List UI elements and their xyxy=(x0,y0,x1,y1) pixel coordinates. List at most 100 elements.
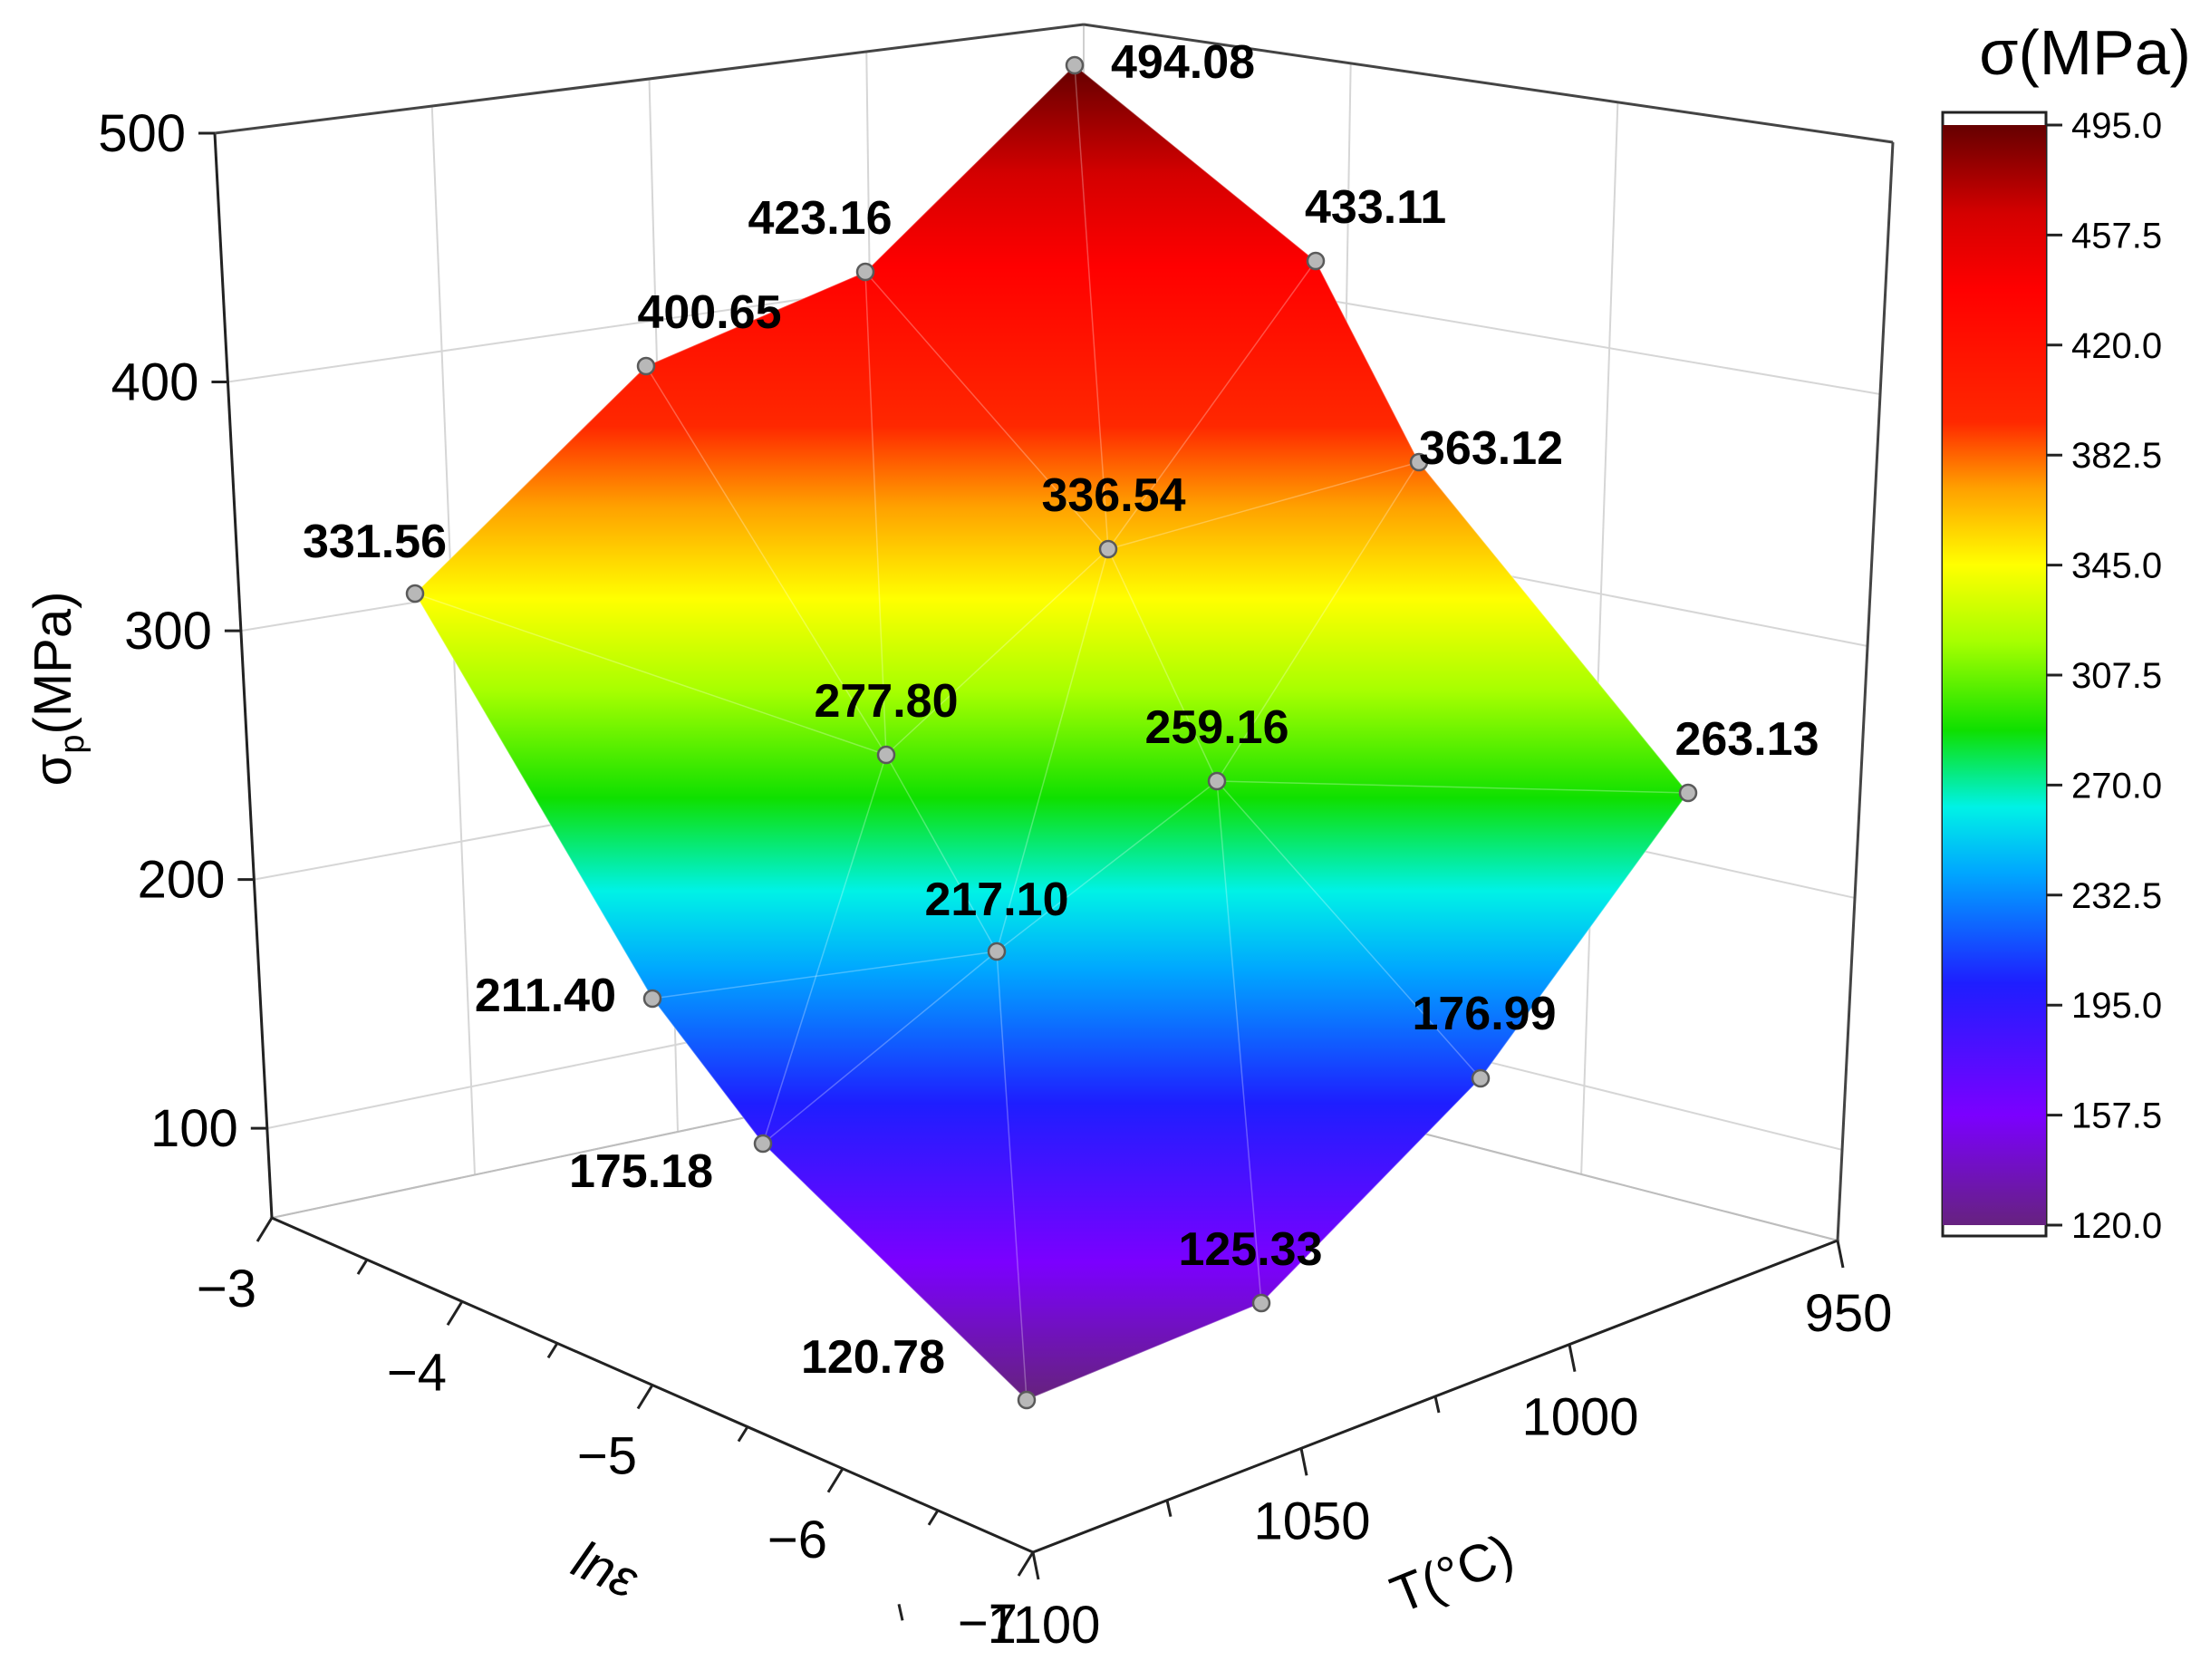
mesh-line xyxy=(762,951,998,1144)
data-point-label: 433.11 xyxy=(1305,181,1446,234)
top-back-edge-left xyxy=(214,23,1085,135)
mesh-line xyxy=(414,593,887,756)
mesh-line xyxy=(864,271,887,756)
data-point-label: 176.99 xyxy=(1412,988,1556,1040)
data-point-marker xyxy=(1207,771,1227,791)
data-point-marker xyxy=(642,989,662,1009)
mesh-line xyxy=(996,951,1028,1401)
y-tick-mark xyxy=(1031,1551,1040,1580)
right-front-edge xyxy=(1836,141,1895,1241)
data-point-label: 494.08 xyxy=(1111,36,1255,89)
mesh-line xyxy=(414,365,647,594)
data-point-label: 263.13 xyxy=(1674,713,1819,766)
color-bar-tick-label: 270.0 xyxy=(2071,766,2162,806)
x-minor-tick xyxy=(356,1259,369,1275)
z-axis-title: σp(MPa) xyxy=(24,592,92,787)
x-axis-title: lnε xyxy=(564,1530,647,1610)
x-tick-mark xyxy=(256,1217,274,1242)
data-point-label: 211.40 xyxy=(475,970,616,1022)
mesh-line xyxy=(762,1143,1028,1401)
y-tick-mark xyxy=(1836,1240,1845,1269)
x-tick-label: −3 xyxy=(197,1260,256,1318)
color-bar-tick-label: 232.5 xyxy=(2071,876,2162,916)
mesh-line xyxy=(762,754,887,1144)
color-bar-tick-label: 157.5 xyxy=(2071,1096,2162,1136)
z-axis-title-unit: (MPa) xyxy=(24,592,82,735)
x-minor-tick xyxy=(737,1425,749,1443)
mesh-line xyxy=(1216,461,1420,782)
x-tick-label: −6 xyxy=(767,1511,827,1569)
wall-gridline xyxy=(1580,101,1619,1174)
mesh-line xyxy=(651,951,998,999)
x-tick-mark xyxy=(1017,1551,1035,1577)
z-axis-ticks: 100 200 300 400 500 xyxy=(98,104,267,1158)
top-back-edge-right xyxy=(1083,23,1894,144)
data-point-marker xyxy=(1065,55,1085,75)
x-tick-mark xyxy=(446,1300,464,1327)
color-bar-tick-label: 345.0 xyxy=(2071,546,2162,586)
data-point-marker xyxy=(1306,251,1326,271)
y-tick-mark xyxy=(1568,1344,1577,1372)
color-bar-gradient xyxy=(1943,125,2046,1225)
color-bar-ticks: 495.0 457.5 420.0 382.5 345.0 307.5 270.0 232.5… xyxy=(2046,106,2162,1246)
x-tick-mark xyxy=(826,1467,844,1493)
y-axis-ticks: 950 1000 1050 1100 xyxy=(897,1240,1892,1655)
data-point-label: 363.12 xyxy=(1419,422,1563,475)
y-tick-mark xyxy=(1299,1448,1308,1476)
data-point-marker xyxy=(1098,539,1118,559)
mesh-line xyxy=(1216,780,1481,1079)
z-tick-label: 300 xyxy=(124,602,212,661)
data-point-label: 175.18 xyxy=(569,1145,713,1198)
x-tick-mark xyxy=(636,1384,654,1410)
y-tick-label: 1050 xyxy=(1253,1492,1370,1550)
y-tick-label: 1100 xyxy=(988,1596,1101,1655)
surface-mesh-lines xyxy=(414,64,1689,1401)
mesh-line xyxy=(1107,548,1218,782)
mesh-line xyxy=(1315,260,1420,463)
y-minor-tick xyxy=(1165,1500,1173,1517)
data-point-label: 423.16 xyxy=(748,192,892,245)
data-point-label: 331.56 xyxy=(303,516,447,568)
mesh-line xyxy=(996,780,1218,952)
color-bar-tick-label: 120.0 xyxy=(2071,1206,2162,1246)
data-point-label: 400.65 xyxy=(637,286,781,339)
mesh-line xyxy=(645,271,866,367)
y-tick-label: 1000 xyxy=(1521,1388,1638,1447)
color-bar-tick-label: 420.0 xyxy=(2071,326,2162,366)
mesh-line xyxy=(1026,1302,1262,1401)
mesh-line xyxy=(1074,64,1109,550)
y-minor-tick xyxy=(897,1604,904,1621)
z-tick-label: 400 xyxy=(111,353,199,412)
color-bar-tick-label: 457.5 xyxy=(2071,216,2162,256)
data-points: 120.78 175.18 211.40 331.56 400.65 217.10 277.… xyxy=(303,36,1819,1410)
z-tick-label: 100 xyxy=(150,1099,238,1158)
stress-surface xyxy=(414,64,1689,1401)
mesh-line xyxy=(864,271,1109,550)
mesh-line xyxy=(1260,1077,1481,1304)
color-bar: σ(MPa) 495.0 457.5 420.0 382.5 345.0 307.5 270… xyxy=(1941,17,2191,1246)
data-point-marker xyxy=(855,262,875,282)
mesh-line xyxy=(414,593,653,999)
color-bar-tick-label: 307.5 xyxy=(2071,656,2162,696)
mesh-line xyxy=(1107,260,1317,550)
data-point-marker xyxy=(1251,1293,1271,1313)
x-tick-label: −4 xyxy=(387,1343,447,1402)
data-point-label: 277.80 xyxy=(814,675,958,728)
data-point-label: 259.16 xyxy=(1144,701,1288,754)
color-bar-tick-label: 195.0 xyxy=(2071,986,2162,1026)
data-point-marker xyxy=(1678,783,1698,803)
z-tick-label: 500 xyxy=(98,104,186,163)
mesh-line xyxy=(1216,780,1689,794)
x-axis-ticks: −3 −4 −5 −6 −7 xyxy=(197,1217,1035,1653)
mesh-line xyxy=(1480,792,1689,1079)
data-point-label: 336.54 xyxy=(1041,469,1185,522)
z-tick-label: 200 xyxy=(138,851,226,910)
mesh-line xyxy=(1216,780,1262,1304)
mesh-line xyxy=(885,754,998,952)
x-minor-tick xyxy=(546,1342,559,1359)
data-point-marker xyxy=(405,584,425,603)
data-point-marker xyxy=(1017,1390,1037,1410)
mesh-line xyxy=(996,548,1109,952)
x-tick-label: −7 xyxy=(958,1594,1018,1653)
